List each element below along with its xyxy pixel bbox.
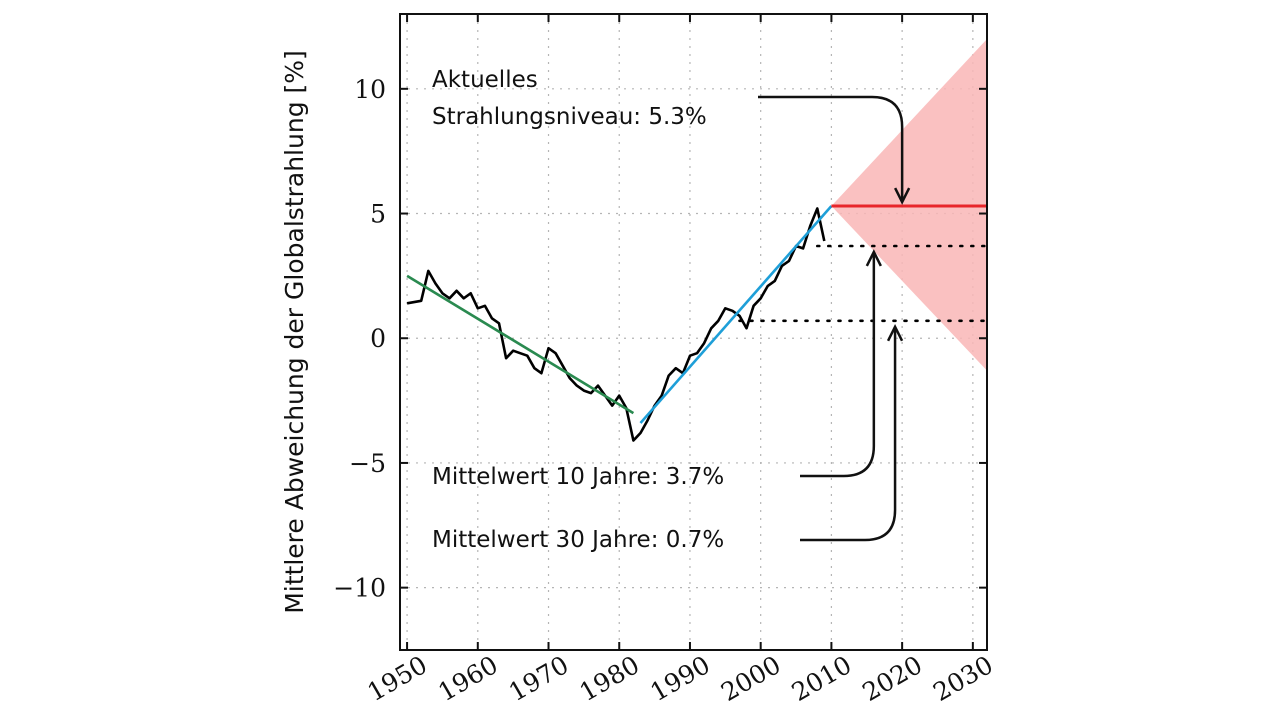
annotation-text: Strahlungsniveau: 5.3% — [432, 104, 707, 130]
trend-line-1983-2010 — [641, 206, 832, 423]
annotation-text: Mittelwert 30 Jahre: 0.7% — [432, 527, 724, 553]
annotation-text: Mittelwert 10 Jahre: 3.7% — [432, 464, 724, 490]
x-tick-label: 1950 — [362, 650, 432, 707]
x-tick-label: 2010 — [787, 650, 857, 707]
y-axis-label: Mittlere Abweichung der Globalstrahlung … — [280, 50, 309, 614]
y-tick-label: 0 — [370, 324, 386, 353]
x-tick-label: 1980 — [575, 650, 645, 707]
chart: −10 −5 0 5 10 1950 1960 1970 1980 1990 2000 2010 202… — [0, 0, 1280, 719]
y-tick-label: −5 — [349, 449, 386, 478]
trend-line-1950-1982 — [407, 276, 633, 413]
annotations: Aktuelles Strahlungsniveau: 5.3% Mittelwer… — [432, 67, 909, 553]
x-tick-label: 2030 — [928, 650, 998, 707]
annotation-arrow — [800, 254, 874, 476]
x-tick-label: 1960 — [433, 650, 503, 707]
x-tick-label: 2020 — [858, 650, 928, 707]
y-tick-label: −10 — [333, 574, 386, 603]
annotation-arrow — [800, 329, 895, 540]
x-tick-label: 2000 — [716, 650, 786, 707]
x-tick-label: 1970 — [504, 650, 574, 707]
y-tick-label: 5 — [370, 200, 386, 229]
x-tick-label: 1990 — [645, 650, 715, 707]
y-tick-label: 10 — [354, 75, 386, 104]
measured-series-line — [407, 209, 824, 441]
annotation-text: Aktuelles — [432, 67, 538, 93]
